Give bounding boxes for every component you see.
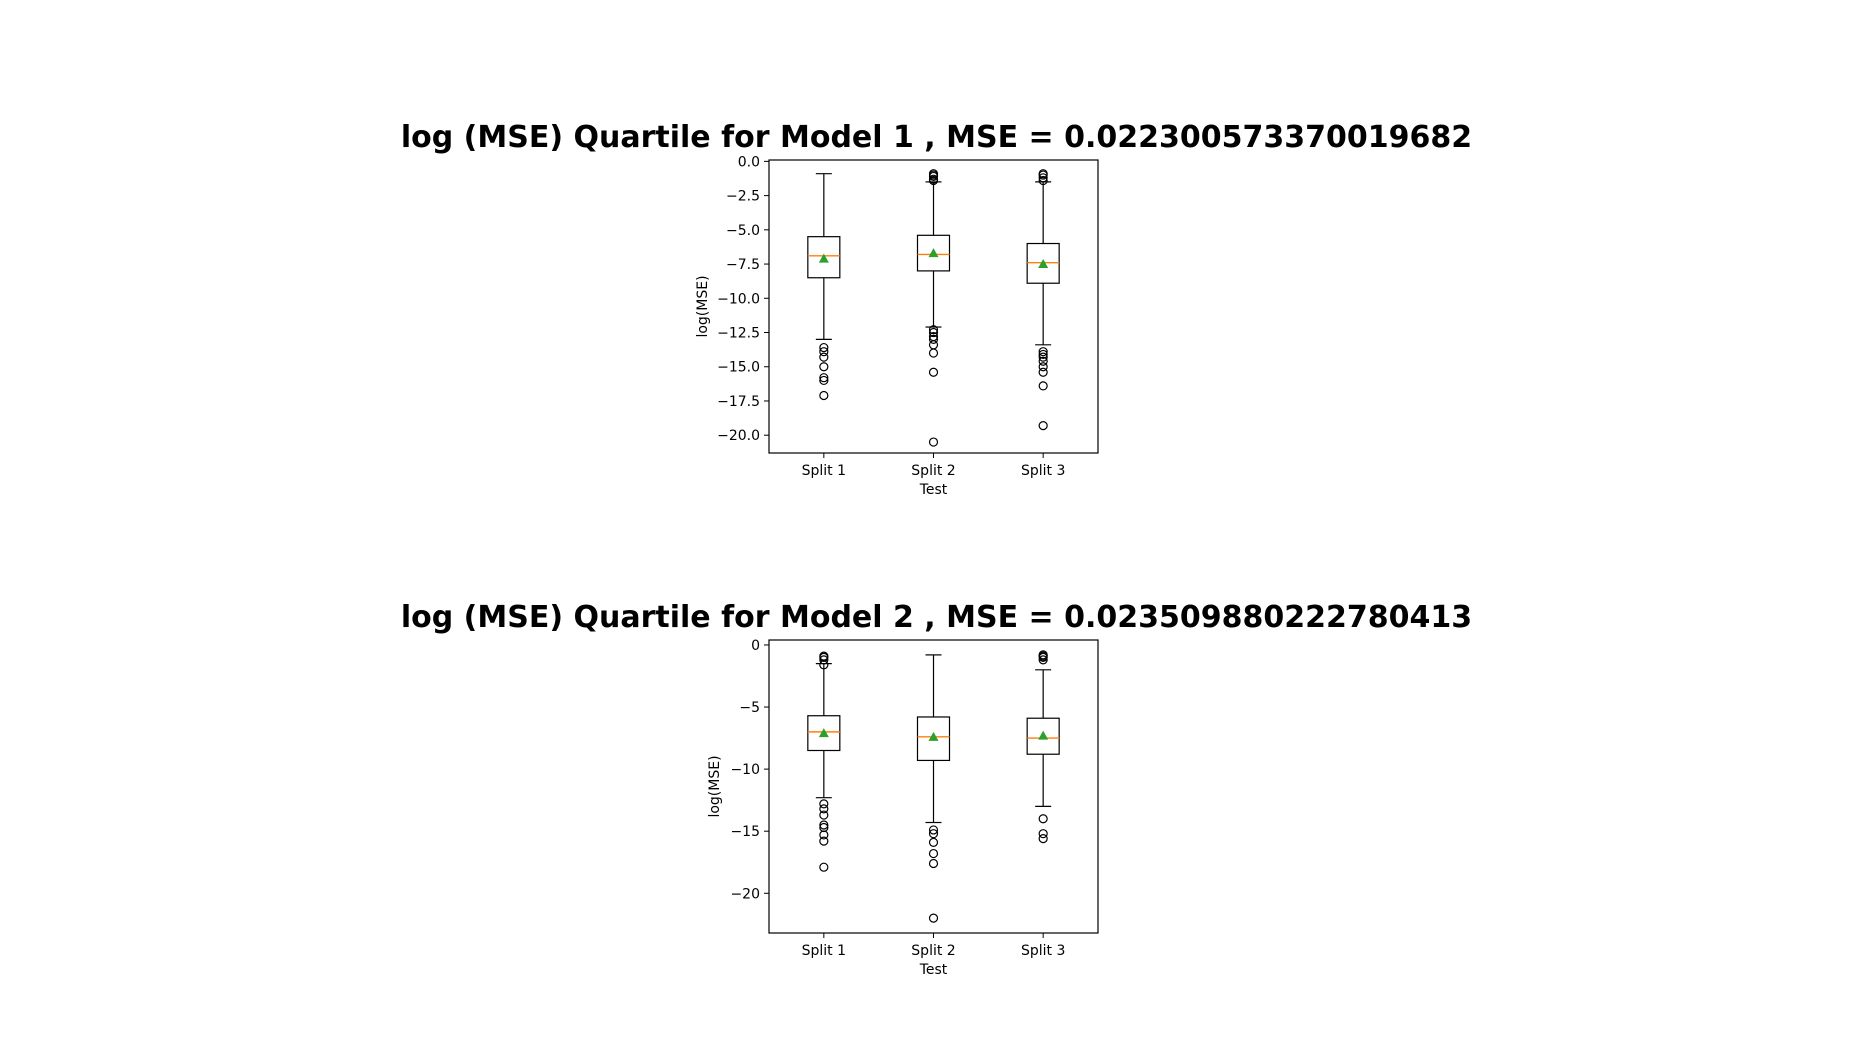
outlier-point [819,799,829,809]
outlier-point [928,437,939,447]
y-tick-label: −10.0 [717,291,760,307]
box-1 [807,173,841,401]
outlier-point [1038,352,1048,362]
outlier-point [1038,362,1048,372]
outlier-point [928,175,939,186]
x-tick-label: Split 1 [802,463,846,479]
outlier-point [928,848,939,859]
x-tick-label: Split 2 [911,463,955,479]
y-tick-label: 0.0 [738,154,760,170]
y-axis-label: log(MSE) [695,275,711,337]
outlier-point [928,829,939,839]
outlier-point [1038,170,1048,180]
x-tick-label: Split 1 [802,943,846,959]
outlier-point [819,342,829,353]
outlier-point [1038,347,1048,357]
y-tick-label: 0 [751,638,760,654]
outlier-point [1038,367,1048,377]
outlier-point [928,825,939,835]
outlier-point [1038,173,1048,183]
x-tick-label: Split 2 [911,943,955,959]
outlier-point [928,858,939,869]
outlier-point [928,913,939,923]
outlier-point [819,655,829,665]
y-tick-label: −17.5 [717,394,760,410]
box-3 [1026,650,1060,844]
y-tick-label: −12.5 [717,326,760,342]
boxplot-model-2: log (MSE) Quartile for Model 2 , MSE = 0… [0,580,1850,1050]
box-3 [1026,169,1060,431]
x-axis-label: Test [919,962,948,978]
outlier-point [1038,421,1048,431]
mean-marker [1038,259,1049,269]
box-2 [916,169,951,447]
outlier-point [1038,175,1048,186]
y-tick-label: −10 [730,762,760,778]
outlier-point [928,340,939,350]
outlier-point [819,375,829,386]
box-2 [916,654,951,923]
outlier-point [928,334,939,344]
mean-marker [928,248,939,258]
y-tick-label: −5 [739,700,760,716]
y-tick-label: −5.0 [726,223,760,239]
chart-title: log (MSE) Quartile for Model 2 , MSE = 0… [400,600,1473,635]
outlier-point [819,820,829,830]
outlier-point [1038,814,1048,824]
boxplot-model-1: log (MSE) Quartile for Model 1 , MSE = 0… [0,100,1850,570]
outlier-point [928,348,939,358]
outlier-point [819,862,829,872]
outlier-point [819,362,829,372]
y-tick-label: −20 [730,886,760,902]
outlier-point [1038,381,1048,391]
y-tick-label: −7.5 [726,257,760,273]
y-axis-label: log(MSE) [707,755,723,817]
outlier-point [928,325,939,335]
outlier-point [819,836,829,846]
outlier-point [819,830,829,840]
mean-marker [928,731,939,741]
outlier-point [1038,652,1048,662]
y-tick-label: −2.5 [726,189,760,205]
outlier-point [819,347,829,357]
mean-marker [818,253,829,263]
x-tick-label: Split 3 [1021,463,1065,479]
boxplot-svg: 0.0 −2.5 −5.0 −7.5 −10.0 −12.5 −15.0 −17.5 −20.0… [695,154,1099,498]
boxplot-svg: 0 −5 −10 −15 −20 Split 1 Split 2 Split 3 Test log… [707,638,1099,978]
outlier-point [819,810,829,820]
mean-marker [818,728,829,738]
outlier-point [928,837,939,847]
x-tick-label: Split 3 [1021,943,1065,959]
outlier-point [819,373,829,383]
outlier-point [928,327,939,338]
outlier-point [1038,356,1048,366]
y-tick-label: −15.0 [717,360,760,376]
outlier-point [819,660,829,670]
mean-marker [1038,730,1049,740]
outlier-point [1038,349,1048,360]
box-1 [807,651,841,872]
outlier-point [819,352,829,362]
outlier-point [928,171,939,182]
x-axis-label: Test [919,482,948,498]
outlier-point [1038,834,1048,844]
outlier-point [928,367,939,377]
outlier-point [819,804,829,814]
outlier-point [1038,829,1048,839]
outlier-point [1038,655,1048,665]
y-tick-label: −15 [730,824,760,840]
outlier-point [819,390,829,401]
y-tick-label: −20.0 [717,428,760,444]
chart-title: log (MSE) Quartile for Model 1 , MSE = 0… [400,120,1473,155]
